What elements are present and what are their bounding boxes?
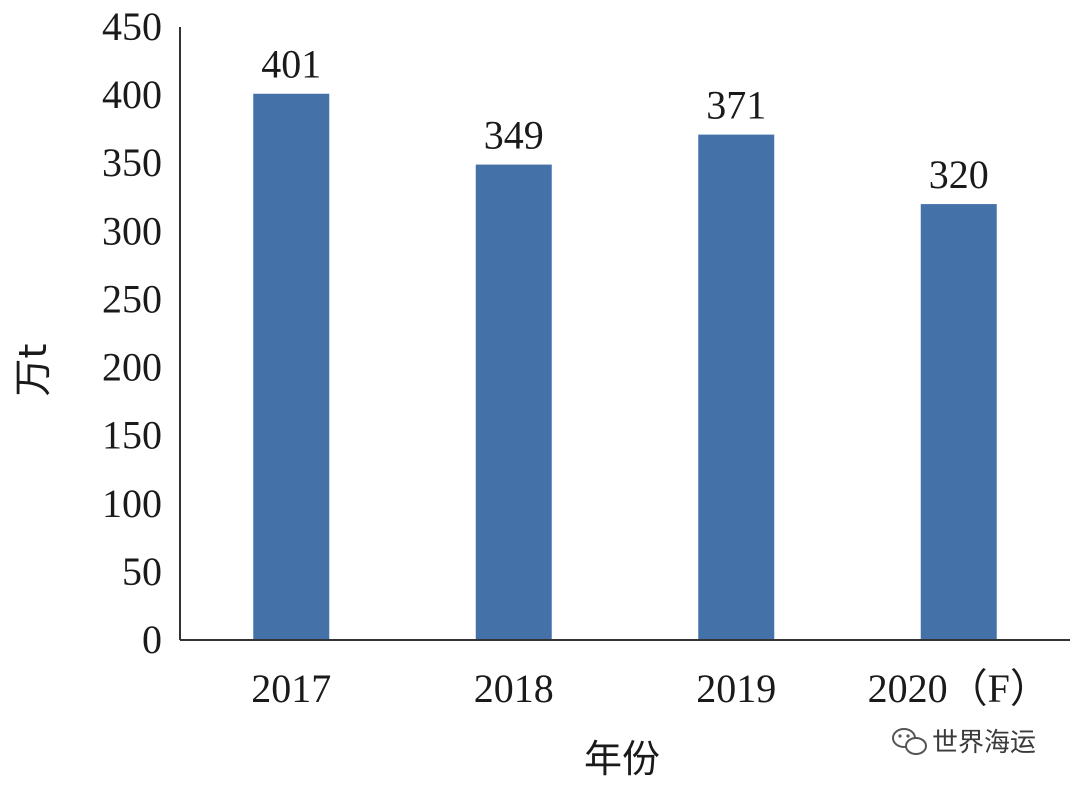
y-tick-label: 400 <box>102 72 162 117</box>
bar-data-label: 349 <box>484 113 544 158</box>
bar <box>253 93 330 640</box>
x-axis-title: 年份 <box>584 737 660 781</box>
bars <box>253 93 997 641</box>
y-tick-label: 100 <box>102 481 162 526</box>
y-tick-label: 250 <box>102 276 162 321</box>
x-tick-label: 2019 <box>696 666 776 711</box>
bar <box>920 204 997 641</box>
wechat-icon <box>892 728 927 755</box>
watermark-text: 世界海运 <box>932 728 1036 758</box>
bar <box>475 164 552 640</box>
y-tick-label: 300 <box>102 208 162 253</box>
y-tick-label: 150 <box>102 413 162 458</box>
x-tick-labels: 2017 2018 2019 2020（F） <box>251 666 1050 711</box>
x-tick-label: 2018 <box>474 666 554 711</box>
y-tick-label: 0 <box>142 617 162 662</box>
bar-data-labels: 401 349 371 320 <box>261 42 989 197</box>
bar-data-label: 320 <box>929 152 989 197</box>
y-tick-label: 50 <box>122 549 162 594</box>
watermark: 世界海运 <box>892 728 1036 758</box>
bar <box>698 134 775 641</box>
x-tick-label: 2020（F） <box>868 666 1050 711</box>
y-tick-label: 350 <box>102 140 162 185</box>
y-tick-label: 450 <box>102 4 162 49</box>
y-tick-label: 200 <box>102 345 162 390</box>
y-tick-labels: 0 50 100 150 200 250 300 350 400 450 <box>102 4 162 662</box>
y-axis-title: 万t <box>11 344 55 397</box>
bar-data-label: 401 <box>261 42 321 87</box>
bar-data-label: 371 <box>706 83 766 128</box>
x-tick-label: 2017 <box>251 666 331 711</box>
